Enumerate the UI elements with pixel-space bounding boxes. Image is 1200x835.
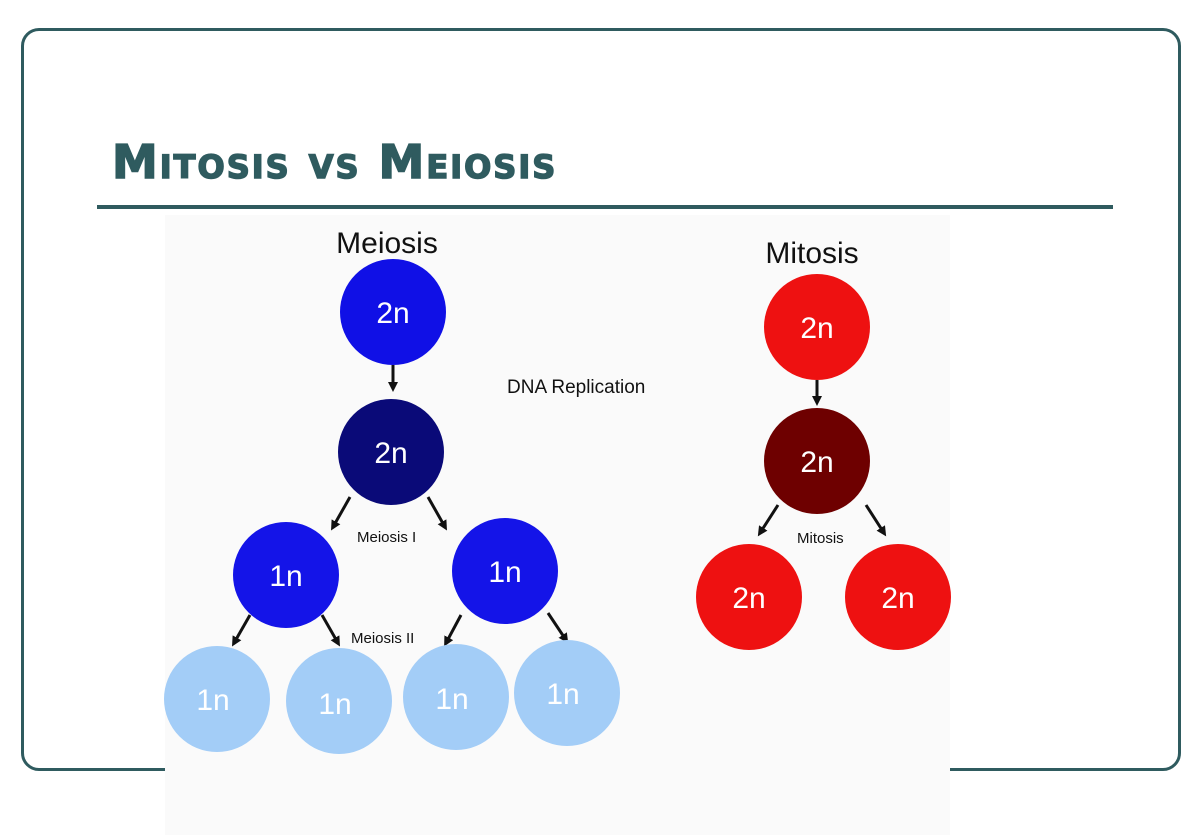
gamete-cell-1 — [164, 646, 270, 752]
mitosis-daughter-right-ploidy: 2n — [881, 582, 914, 615]
gamete-4-ploidy: 1n — [546, 678, 579, 711]
meiosis-replicated-cell — [338, 399, 444, 505]
mitosis-parent-cell — [764, 274, 870, 380]
gamete-3-ploidy: 1n — [435, 683, 468, 716]
gamete-cell-4 — [514, 640, 620, 746]
arrow-mitosis-right — [864, 504, 887, 537]
mitosis-daughter-left-ploidy: 2n — [732, 582, 765, 615]
arrow-meiosis-ii-1 — [232, 614, 252, 647]
arrow-meiosis-ii-4 — [546, 612, 569, 644]
meiosis-replicated-ploidy: 2n — [374, 437, 407, 470]
meiosis-cells: 2n 2n 1n 1n 1n 1n 1n 1n — [164, 259, 620, 754]
meiosis-i-right-ploidy: 1n — [488, 556, 521, 589]
slide-title: Mitosis vs Meiosis — [111, 134, 558, 190]
mitosis-replicated-ploidy: 2n — [800, 446, 833, 479]
meiosis-parent-cell — [340, 259, 446, 365]
mitosis-parent-ploidy: 2n — [800, 312, 833, 345]
arrow-meiosis-ii-2 — [320, 614, 340, 647]
mitosis-replicated-cell — [764, 408, 870, 514]
meiosis-i-label: Meiosis I — [357, 529, 416, 546]
gamete-cell-3 — [403, 644, 509, 750]
mitosis-daughter-left-cell — [696, 544, 802, 650]
meiosis-i-right-cell — [452, 518, 558, 624]
arrow-meiosis-i-left — [331, 496, 352, 531]
gamete-cell-2 — [286, 648, 392, 754]
dna-replication-label: DNA Replication — [507, 377, 645, 398]
gamete-2-ploidy: 1n — [318, 688, 351, 721]
mitosis-stage-label: Mitosis — [797, 530, 844, 547]
meiosis-i-left-cell — [233, 522, 339, 628]
arrow-meiosis-i-right — [426, 496, 447, 531]
meiosis-ii-label: Meiosis II — [351, 630, 414, 647]
meiosis-arrows — [232, 365, 569, 647]
mitosis-heading: Mitosis — [765, 237, 858, 270]
meiosis-heading: Meiosis — [336, 227, 438, 260]
title-underline — [97, 205, 1113, 209]
mitosis-daughter-right-cell — [845, 544, 951, 650]
meiosis-parent-ploidy: 2n — [376, 297, 409, 330]
arrow-meiosis-ii-3 — [444, 614, 463, 647]
arrow-mitosis-left — [757, 504, 780, 537]
gamete-1-ploidy: 1n — [196, 684, 229, 717]
mitosis-cells: 2n 2n 2n 2n — [696, 274, 951, 650]
meiosis-i-left-ploidy: 1n — [269, 560, 302, 593]
mitosis-arrows — [757, 380, 887, 537]
